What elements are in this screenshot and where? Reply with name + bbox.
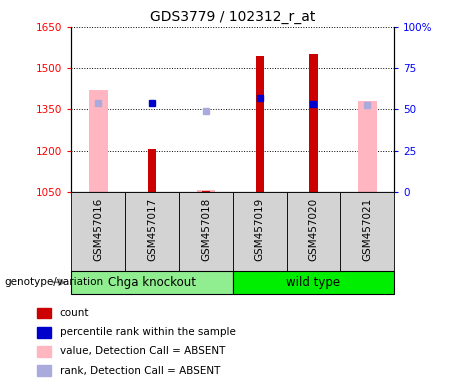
Bar xyxy=(309,55,318,192)
Bar xyxy=(71,192,125,271)
Text: Chga knockout: Chga knockout xyxy=(108,276,196,289)
Bar xyxy=(202,190,210,192)
Text: GSM457017: GSM457017 xyxy=(147,197,157,261)
Bar xyxy=(196,190,215,192)
Bar xyxy=(340,192,394,271)
Bar xyxy=(71,271,233,294)
Bar xyxy=(358,101,377,192)
Bar xyxy=(37,346,51,357)
Bar xyxy=(148,149,156,192)
Bar xyxy=(37,365,51,376)
Bar xyxy=(179,192,233,271)
Text: genotype/variation: genotype/variation xyxy=(5,277,104,287)
Text: rank, Detection Call = ABSENT: rank, Detection Call = ABSENT xyxy=(59,366,220,376)
Text: GSM457020: GSM457020 xyxy=(308,197,319,261)
Text: count: count xyxy=(59,308,89,318)
Bar xyxy=(287,192,340,271)
Text: GSM457021: GSM457021 xyxy=(362,197,372,261)
Text: GSM457018: GSM457018 xyxy=(201,197,211,261)
Text: GSM457019: GSM457019 xyxy=(254,197,265,261)
Bar xyxy=(233,271,394,294)
Bar xyxy=(256,56,264,192)
Title: GDS3779 / 102312_r_at: GDS3779 / 102312_r_at xyxy=(150,10,315,25)
Text: GSM457016: GSM457016 xyxy=(93,197,103,261)
Bar xyxy=(89,90,108,192)
Text: wild type: wild type xyxy=(286,276,341,289)
Text: value, Detection Call = ABSENT: value, Detection Call = ABSENT xyxy=(59,346,225,356)
Bar xyxy=(37,308,51,318)
Bar xyxy=(125,192,179,271)
Bar xyxy=(233,192,287,271)
Text: percentile rank within the sample: percentile rank within the sample xyxy=(59,327,236,337)
Bar xyxy=(37,327,51,338)
